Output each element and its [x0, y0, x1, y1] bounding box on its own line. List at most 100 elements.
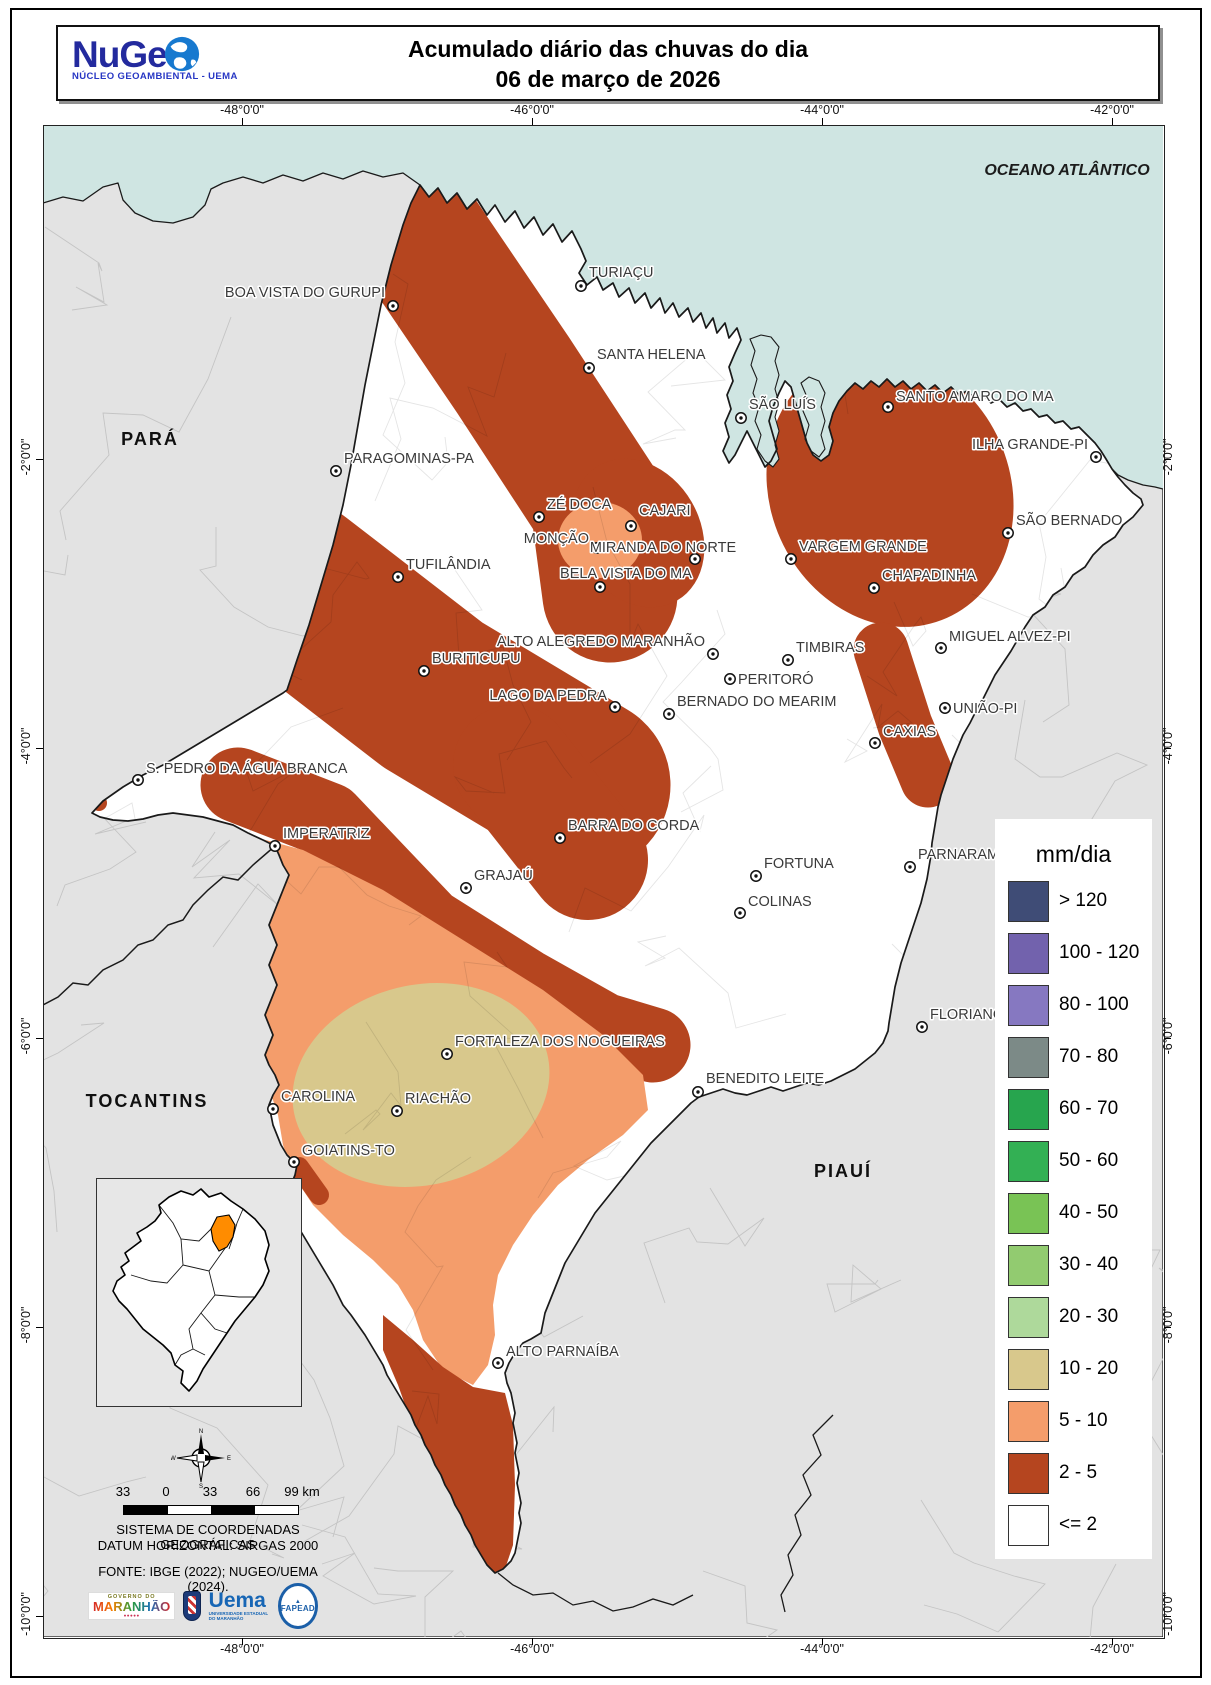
- legend-swatch: [1008, 1245, 1049, 1286]
- tick: [1112, 1638, 1113, 1645]
- city-marker: SÃO BERNADO: [1002, 511, 1124, 539]
- legend-class: 20 - 30: [995, 1292, 1152, 1344]
- city-label: MIRANDA DO NORTE: [590, 540, 737, 556]
- ocean-label: OCEANO ATLÂNTICO: [984, 160, 1150, 179]
- city-label: TUFILÂNDIA: [406, 556, 491, 573]
- city-marker: S. PEDRO DA ÁGUA BRANCA: [132, 759, 349, 786]
- legend-swatch: [1008, 1037, 1049, 1078]
- city-label: LAGO DA PEDRA: [489, 688, 607, 704]
- legend-class: 60 - 70: [995, 1084, 1152, 1136]
- city-marker: CAXIAS: [869, 723, 938, 749]
- scale-bar-label: 33: [202, 1484, 218, 1499]
- legend-class-label: <= 2: [1059, 1514, 1098, 1535]
- city-label: COLINAS: [748, 894, 812, 910]
- city-label: S. PEDRO DA ÁGUA BRANCA: [146, 760, 348, 777]
- city-marker: SANTO AMARO DO MA: [882, 388, 1055, 413]
- city-label: BURITICUPU: [432, 651, 521, 667]
- globe-icon: [164, 36, 199, 72]
- legend-class: 70 - 80: [995, 1032, 1152, 1084]
- city-marker: SÃO LUÍS: [735, 395, 817, 424]
- city-label: VARGEM GRANDE: [799, 539, 927, 555]
- legend-class-label: 30 - 40: [1059, 1254, 1119, 1275]
- city-marker: VARGEM GRANDE: [785, 538, 929, 565]
- legend-class-label: 40 - 50: [1059, 1202, 1119, 1223]
- city-label: SANTA HELENA: [597, 347, 706, 363]
- city-label: SÃO LUÍS: [749, 396, 816, 413]
- legend-class: <= 2: [995, 1500, 1152, 1552]
- uema-logo: Uema UNIVERSIDADE ESTADUAL DO MARANHÃO: [208, 1589, 268, 1621]
- city-label: BOA VISTA DO GURUPI: [225, 285, 385, 301]
- city-label: TURIAÇU: [589, 265, 653, 281]
- city-marker: TURIAÇU: [575, 264, 655, 292]
- city-label: BARRA DO CORDA: [568, 818, 700, 834]
- inset-maranhao: [210, 1214, 236, 1252]
- legend-class: 10 - 20: [995, 1344, 1152, 1396]
- city-label: FORTUNA: [764, 856, 834, 872]
- city-label: ZÉ DOCA: [547, 496, 612, 513]
- axis-label-bottom: -48°0'0": [220, 1642, 264, 1656]
- city-label: CAXIAS: [883, 724, 936, 740]
- fapead-logo: ▲ FAPEAD: [277, 1583, 318, 1629]
- city-marker: PERITORÓ: [724, 670, 815, 690]
- city-marker: FLORIANO: [916, 1006, 1006, 1033]
- scale-bar-label: 0: [162, 1484, 170, 1499]
- scale-bar-label: 66: [245, 1484, 261, 1499]
- scale-bar-label: 33: [115, 1484, 131, 1499]
- city-label: CHAPADINHA: [882, 568, 976, 584]
- legend-swatch: [1008, 1141, 1049, 1182]
- city-marker: RIACHÃO: [391, 1089, 473, 1117]
- scale-bar-label: 99 km: [284, 1484, 320, 1499]
- legend-class: 2 - 5: [995, 1448, 1152, 1500]
- city-marker: COLINAS: [734, 893, 813, 919]
- legend-class: 100 - 120: [995, 928, 1152, 980]
- city-marker: FORTALEZA DOS NOGUEIRAS: [441, 1033, 666, 1060]
- legend-class-label: 80 - 100: [1059, 994, 1129, 1015]
- page-border: [10, 8, 1202, 1678]
- city-label: MONÇÃO: [524, 530, 589, 547]
- brazil-inset-map: [96, 1178, 302, 1407]
- legend-class-label: > 120: [1059, 890, 1108, 911]
- nugeo-logo-subtitle: NÚCLEO GEOAMBIENTAL - UEMA: [72, 71, 238, 82]
- city-label: BERNADO DO MEARIM: [677, 694, 837, 710]
- legend-class-label: 100 - 120: [1059, 942, 1140, 963]
- city-label: BENEDITO LEITE: [706, 1071, 825, 1087]
- legend-swatch: [1008, 1349, 1049, 1390]
- city-label: BELA VISTA DO MA: [560, 566, 692, 582]
- scale-bar: [123, 1505, 299, 1515]
- nugeo-logo: NuGe NÚCLEO GEOAMBIENTAL - UEMA: [72, 35, 302, 83]
- legend-class: 40 - 50: [995, 1188, 1152, 1240]
- tick: [36, 748, 43, 749]
- city-label: ALTO ALEGREDO MARANHÃO: [497, 633, 705, 650]
- compass-w: W: [171, 1456, 176, 1462]
- city-marker: CAJARI: [625, 502, 692, 532]
- legend-class-label: 70 - 80: [1059, 1046, 1119, 1067]
- city-marker: CAROLINA: [267, 1088, 357, 1115]
- compass-n: N: [199, 1429, 203, 1435]
- tick: [1164, 1038, 1171, 1039]
- legend-class-label: 60 - 70: [1059, 1098, 1119, 1119]
- axis-label-left: -8°0'0": [19, 1306, 33, 1344]
- city-marker: BOA VISTA DO GURUPI: [223, 284, 399, 312]
- axis-label-bottom: -44°0'0": [800, 1642, 844, 1656]
- city-marker: MONÇÃO: [522, 529, 603, 554]
- city-marker: ILHA GRANDE-PI: [970, 436, 1102, 463]
- city-marker: ALTO PARNAÍBA: [492, 1342, 621, 1369]
- crs-note-line2: DATUM HORIZONTAL: SIRGAS 2000: [97, 1538, 319, 1553]
- legend-class-label: 20 - 30: [1059, 1306, 1119, 1327]
- city-marker: BURITICUPU: [418, 650, 522, 677]
- tick: [1164, 748, 1171, 749]
- city-label: GRAJAÚ: [474, 867, 533, 884]
- legend-swatch: [1008, 1193, 1049, 1234]
- city-label: TIMBIRAS: [796, 640, 864, 656]
- compass-s: S: [199, 1484, 203, 1488]
- tick: [36, 1616, 43, 1617]
- tick: [242, 118, 243, 125]
- city-label: PARNARAMA: [918, 847, 1009, 863]
- tick: [1164, 1327, 1171, 1328]
- axis-label-top: -48°0'0": [220, 103, 264, 117]
- rainfall-map: PARÁ TOCANTINS PIAUÍ OCEANO ATLÂNTICO BOA VI…: [43, 125, 1163, 1637]
- maranhao-crest-icon: [183, 1591, 201, 1621]
- source-note: FONTE: IBGE (2022); NUGEO/UEMA (2024).: [98, 1564, 318, 1594]
- governo-maranhao-logo: GOVERNO DO MARANHÃO ●●●●●: [88, 1592, 176, 1620]
